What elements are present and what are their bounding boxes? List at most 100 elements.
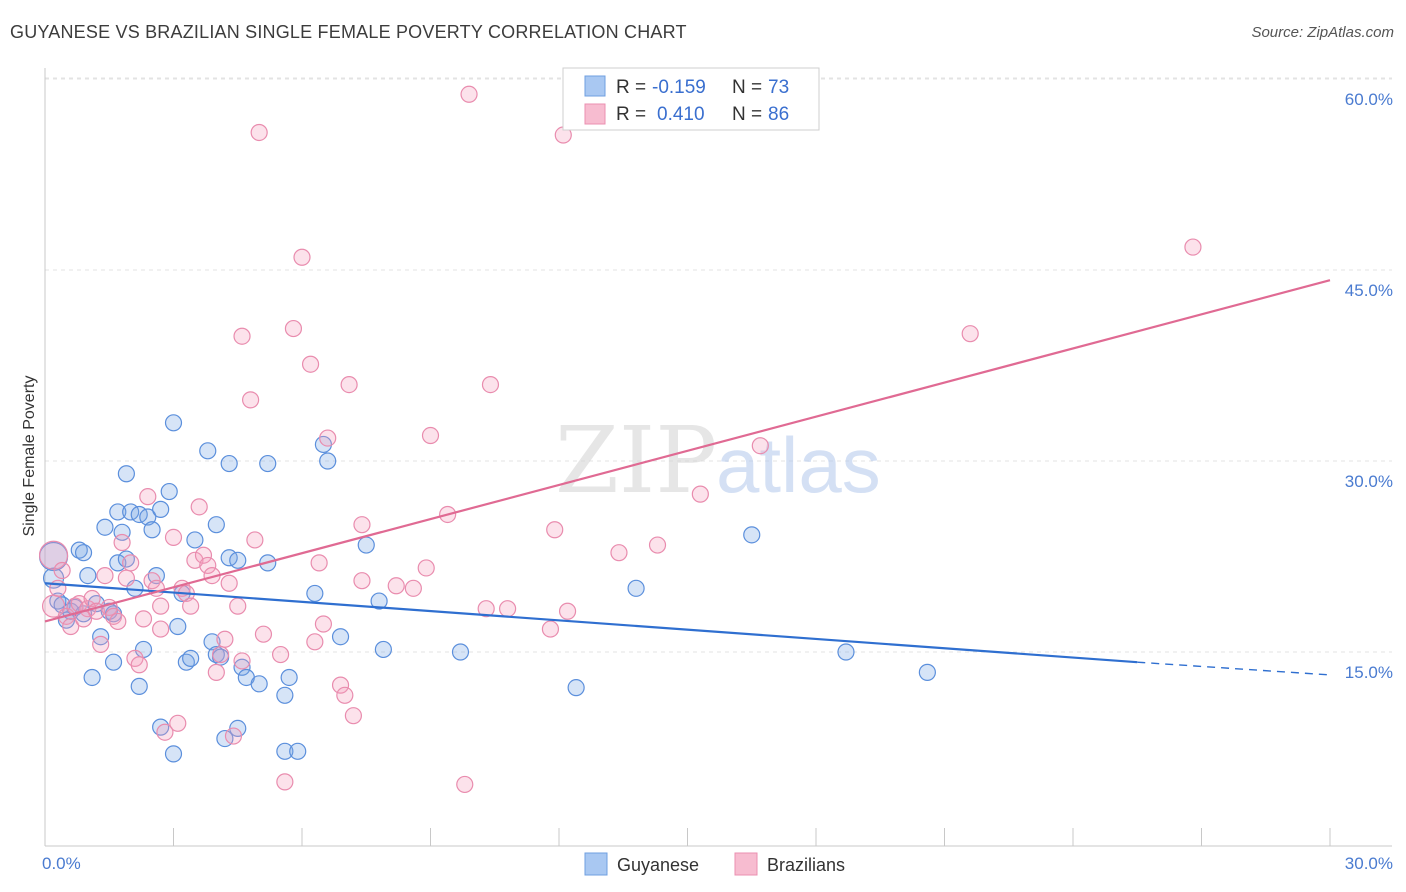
guyanese-point	[164, 414, 183, 432]
guyanese-point	[319, 452, 337, 470]
brazilian-point	[139, 488, 157, 506]
legend-r-label-guyanese: R =	[616, 77, 646, 98]
guyanese-point	[143, 521, 161, 539]
guyanese-point	[918, 663, 936, 681]
y-tick-label: 15.0%	[1345, 663, 1393, 682]
brazilian-point	[499, 600, 517, 618]
legend-box	[562, 67, 820, 131]
guyanese-point	[109, 503, 127, 521]
series-legend-swatch-guyanese	[584, 852, 608, 876]
guyanese-point	[743, 526, 761, 544]
brazilian-point	[199, 556, 217, 575]
brazilian-point	[122, 554, 140, 572]
brazilian-point	[331, 676, 350, 694]
axes	[44, 68, 1392, 847]
brazilian-point	[421, 426, 440, 445]
brazilian-point	[109, 612, 127, 631]
brazilian-point	[387, 577, 405, 595]
y-tick-label: 60.0%	[1345, 90, 1393, 109]
brazilian-point	[207, 663, 225, 681]
brazilian-point	[961, 325, 979, 343]
guyanese-point	[259, 454, 277, 473]
guyanese-point	[451, 643, 470, 661]
guyanese-point	[357, 536, 375, 554]
guyanese-point	[96, 518, 114, 536]
brazilian-point	[229, 597, 247, 615]
brazilian-point	[276, 773, 294, 791]
brazilian-point	[336, 686, 354, 704]
brazilian-point	[190, 498, 208, 516]
series-legend: Guyanese Brazilians	[584, 852, 845, 876]
brazilian-point	[691, 485, 709, 503]
guyanese-point	[837, 643, 855, 661]
guyanese-point	[276, 686, 294, 704]
y-tick-label: 30.0%	[1345, 472, 1393, 491]
y-tick-label: 45.0%	[1345, 281, 1393, 300]
guyanese-point	[109, 554, 127, 572]
brazilian-point	[301, 355, 320, 373]
brazilian-point	[481, 376, 500, 394]
brazilian-point	[117, 569, 135, 587]
guyanese-point	[164, 745, 183, 763]
guyanese-point	[567, 679, 585, 697]
brazilian-point	[194, 546, 213, 564]
brazilian-point	[344, 707, 362, 725]
brazilian-point	[152, 597, 170, 615]
legend-r-value-guyanese: -0.159	[652, 77, 706, 98]
guyanese-point	[169, 617, 187, 636]
watermark: ZIP atlas	[555, 407, 881, 514]
brazilian-point	[404, 579, 422, 597]
brazilian-point	[353, 572, 371, 590]
guyanese-point	[229, 551, 247, 569]
brazilian-point	[558, 602, 577, 620]
guyanese-point	[182, 649, 200, 667]
brazilian-point	[284, 319, 303, 338]
brazilian-point	[156, 723, 174, 741]
guyanese-point	[207, 516, 225, 534]
tick-labels: 15.0% 30.0% 45.0% 60.0% 0.0% 30.0%	[42, 90, 1393, 873]
brazilian-point	[216, 630, 234, 648]
legend-n-label-brazilians: N =	[732, 104, 762, 125]
brazilian-point	[546, 521, 564, 539]
brazilian-point	[182, 597, 200, 615]
brazilian-point	[169, 714, 187, 732]
guyanese-point	[104, 653, 123, 671]
brazilian-point	[271, 645, 290, 664]
series-legend-label-brazilians: Brazilians	[767, 855, 845, 875]
guyanese-point	[280, 668, 298, 687]
brazilian-point	[610, 544, 628, 562]
guyanese-point	[370, 592, 388, 610]
guyanese-trend-line	[44, 582, 1138, 664]
brazilian-point	[130, 656, 148, 674]
x-tick-label: 30.0%	[1345, 854, 1393, 873]
guyanese-point	[233, 658, 251, 676]
legend-swatch-guyanese	[584, 75, 606, 97]
brazilian-point	[460, 85, 478, 103]
brazilian-point	[353, 516, 371, 534]
brazilian-point	[310, 554, 328, 572]
brazilian-point	[751, 437, 769, 455]
brazilian-point	[477, 600, 495, 618]
brazilian-point	[319, 429, 337, 447]
brazilian-point	[83, 589, 101, 608]
brazilian-point	[152, 620, 170, 638]
guyanese-point	[139, 508, 157, 526]
guyanese-point	[130, 677, 148, 695]
series-legend-label-guyanese: Guyanese	[617, 855, 699, 875]
brazilian-point	[306, 633, 324, 651]
guyanese-point	[160, 482, 178, 501]
guyanese-point	[113, 523, 131, 541]
guyanese-point	[627, 579, 645, 597]
brazilian-point	[246, 531, 264, 549]
brazilian-point	[220, 574, 238, 592]
brazilian-point	[62, 617, 80, 636]
guyanese-point	[250, 675, 268, 693]
brazilian-point	[293, 248, 311, 266]
watermark-atlas: atlas	[716, 421, 881, 509]
brazilian-point	[648, 536, 667, 554]
brazilian-point	[541, 620, 560, 638]
brazilian-trend-line	[44, 279, 1331, 623]
guyanese-point	[83, 668, 101, 687]
brazilian-point	[340, 376, 358, 394]
